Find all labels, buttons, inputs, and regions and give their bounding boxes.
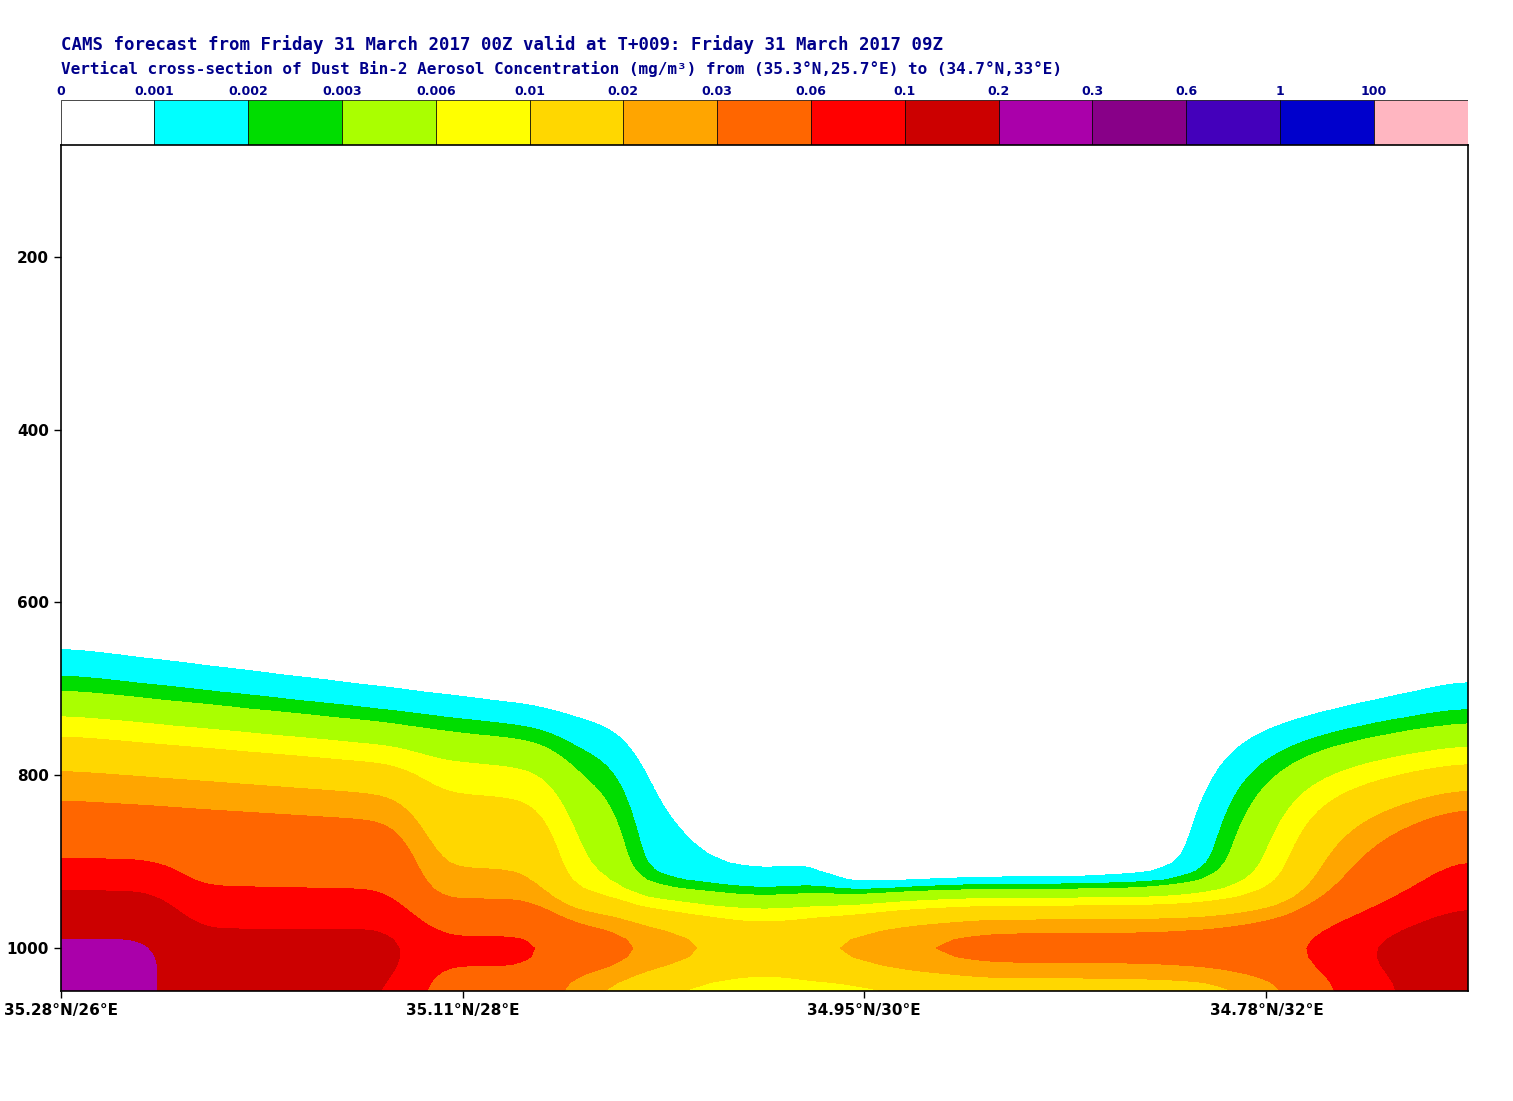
Bar [342, 100, 436, 145]
Text: Vertical cross-section of Dust Bin-2 Aerosol Concentration (mg/m³) from (35.3°N,: Vertical cross-section of Dust Bin-2 Aer… [61, 61, 1062, 77]
Text: 0.6: 0.6 [1176, 85, 1197, 98]
Text: 1: 1 [1275, 85, 1285, 98]
Bar [717, 100, 811, 145]
Bar [1186, 100, 1280, 145]
Text: 100: 100 [1360, 85, 1387, 98]
Bar [1374, 100, 1468, 145]
Bar [999, 100, 1092, 145]
Bar [248, 100, 342, 145]
Bar [436, 100, 530, 145]
Text: 0.003: 0.003 [322, 85, 362, 98]
Text: CAMS forecast from Friday 31 March 2017 00Z valid at T+009: Friday 31 March 2017: CAMS forecast from Friday 31 March 2017 … [61, 35, 943, 54]
Text: 0.3: 0.3 [1082, 85, 1103, 98]
Bar [1280, 100, 1374, 145]
Bar [623, 100, 717, 145]
Text: 0.001: 0.001 [135, 85, 174, 98]
Text: 0.2: 0.2 [988, 85, 1009, 98]
Text: 0.06: 0.06 [796, 85, 826, 98]
Bar [1092, 100, 1186, 145]
Bar [811, 100, 905, 145]
Bar [154, 100, 248, 145]
Text: 0.03: 0.03 [702, 85, 732, 98]
Bar [61, 100, 154, 145]
Bar [905, 100, 999, 145]
Text: 0.02: 0.02 [608, 85, 638, 98]
Bar [530, 100, 623, 145]
Text: 0.1: 0.1 [894, 85, 915, 98]
Text: 0: 0 [56, 85, 65, 98]
Text: 0.006: 0.006 [416, 85, 455, 98]
Text: 0.002: 0.002 [228, 85, 268, 98]
Text: 0.01: 0.01 [514, 85, 545, 98]
